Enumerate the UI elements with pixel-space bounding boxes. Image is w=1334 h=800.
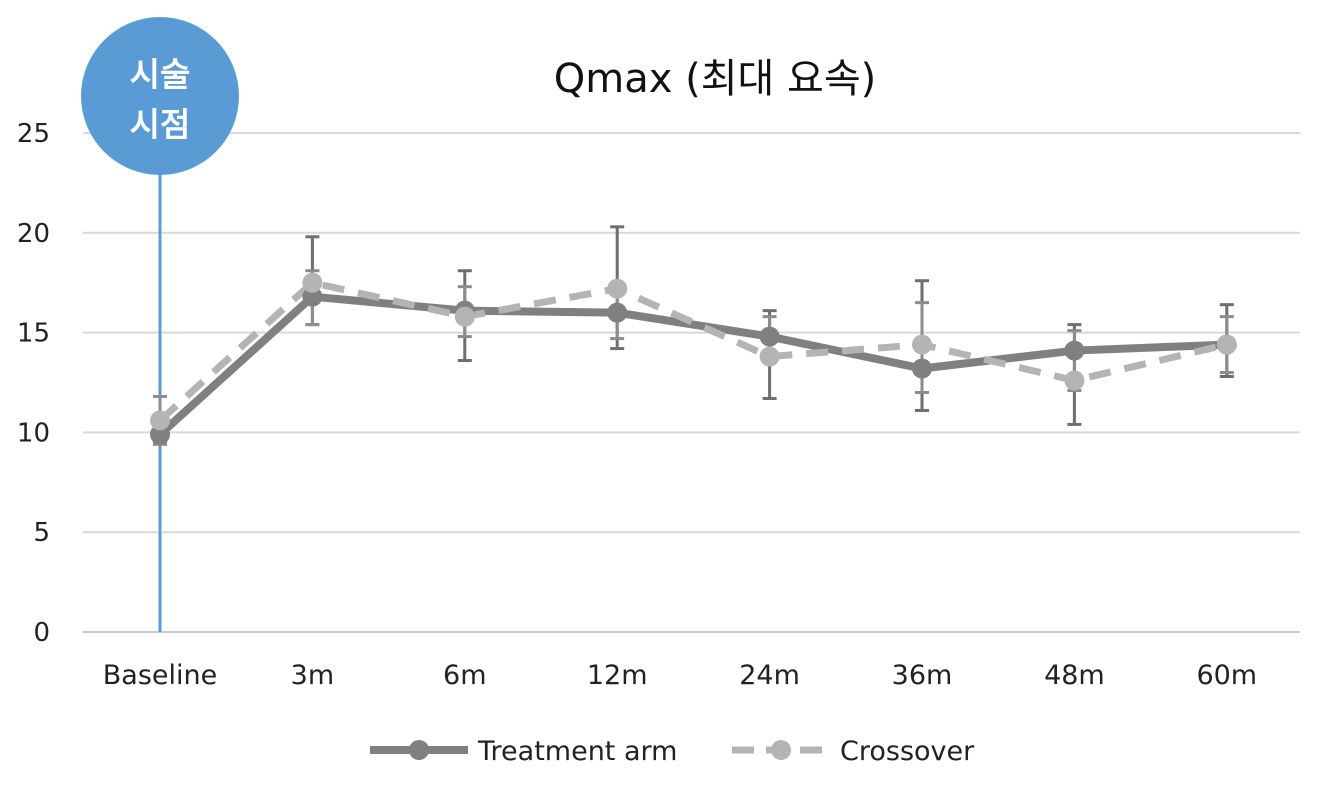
series-lines: [156, 279, 1231, 439]
legend-swatch-marker: [409, 740, 429, 760]
data-point-crossover: [150, 410, 170, 431]
data-point-treatment-arm: [759, 326, 780, 347]
series-line-crossover: [157, 279, 1228, 424]
data-point-treatment-arm: [150, 424, 170, 445]
legend-label: Treatment arm: [477, 736, 677, 767]
y-tick-label: 10: [17, 418, 50, 448]
y-tick-label: 20: [17, 219, 50, 249]
data-point-crossover: [1216, 334, 1237, 355]
data-point-crossover: [1064, 370, 1085, 391]
legend-swatch-marker: [771, 740, 791, 760]
x-tick-label: 60m: [1196, 660, 1257, 691]
data-point-crossover: [912, 334, 932, 355]
data-point-treatment-arm: [1064, 340, 1085, 361]
data-point-crossover: [454, 306, 475, 327]
data-points: [150, 272, 1237, 445]
chart-title: Qmax (최대 요속): [554, 56, 876, 102]
data-point-crossover: [302, 272, 323, 293]
procedure-marker-label-line1: 시술: [130, 55, 191, 94]
data-point-crossover: [759, 346, 780, 367]
x-tick-label: 48m: [1044, 660, 1105, 691]
grid-lines: [83, 132, 1300, 534]
x-tick-label: 24m: [739, 660, 800, 691]
y-tick-label: 25: [17, 119, 50, 149]
procedure-marker-label-line2: 시점: [130, 105, 191, 144]
x-tick-label: 12m: [587, 660, 648, 691]
data-point-treatment-arm: [302, 286, 323, 307]
y-tick-label: 15: [17, 319, 50, 349]
data-point-treatment-arm: [912, 358, 932, 379]
series-line-treatment-arm: [156, 292, 1231, 439]
x-tick-label: 36m: [892, 660, 953, 691]
legend-label: Crossover: [840, 736, 975, 767]
procedure-marker-badge: [81, 17, 239, 175]
x-tick-label: 3m: [291, 660, 334, 691]
y-tick-label: 0: [33, 618, 50, 648]
data-point-treatment-arm: [607, 302, 628, 323]
tick-labels: 0 5 10 15 20 25 Baseline 3m 6m 12m 24m 36m 48m 60m: [17, 119, 1257, 691]
error-bars: [153, 225, 1234, 446]
x-tick-label: Baseline: [103, 660, 217, 691]
y-tick-label: 5: [33, 518, 50, 548]
legend: Treatment arm Crossover: [370, 736, 975, 767]
x-tick-label: 6m: [443, 660, 486, 691]
data-point-crossover: [607, 278, 628, 299]
